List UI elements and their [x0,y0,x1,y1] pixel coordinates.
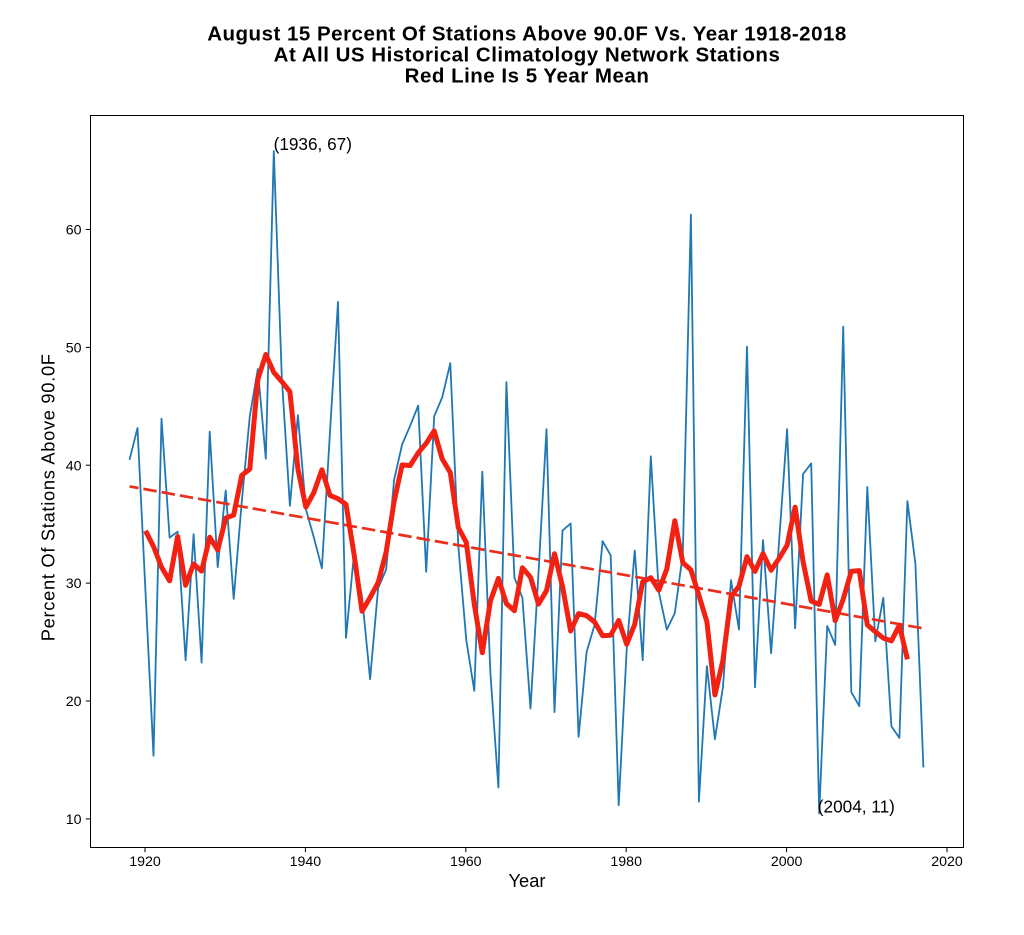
svg-text:August 15 Percent Of Stations: August 15 Percent Of Stations Above 90.0… [207,23,847,46]
svg-text:1940: 1940 [290,854,322,870]
svg-text:2020: 2020 [931,854,963,870]
svg-text:30: 30 [66,576,82,592]
svg-text:1960: 1960 [450,854,482,870]
svg-text:10: 10 [66,812,82,828]
svg-text:60: 60 [66,223,82,239]
svg-text:40: 40 [66,458,82,474]
svg-text:20: 20 [66,694,82,710]
svg-text:Red Line Is 5 Year Mean: Red Line Is 5 Year Mean [405,65,650,88]
svg-text:1980: 1980 [610,854,642,870]
svg-text:(2004, 11): (2004, 11) [818,797,895,817]
svg-text:Year: Year [509,870,546,891]
svg-text:50: 50 [66,341,82,357]
svg-text:2000: 2000 [771,854,803,870]
svg-text:Percent Of Stations Above 90.0: Percent Of Stations Above 90.0F [38,353,59,641]
svg-text:At All US Historical Climatolo: At All US Historical Climatology Network… [274,44,781,67]
svg-text:(1936, 67): (1936, 67) [274,134,352,154]
svg-text:1920: 1920 [129,854,161,870]
